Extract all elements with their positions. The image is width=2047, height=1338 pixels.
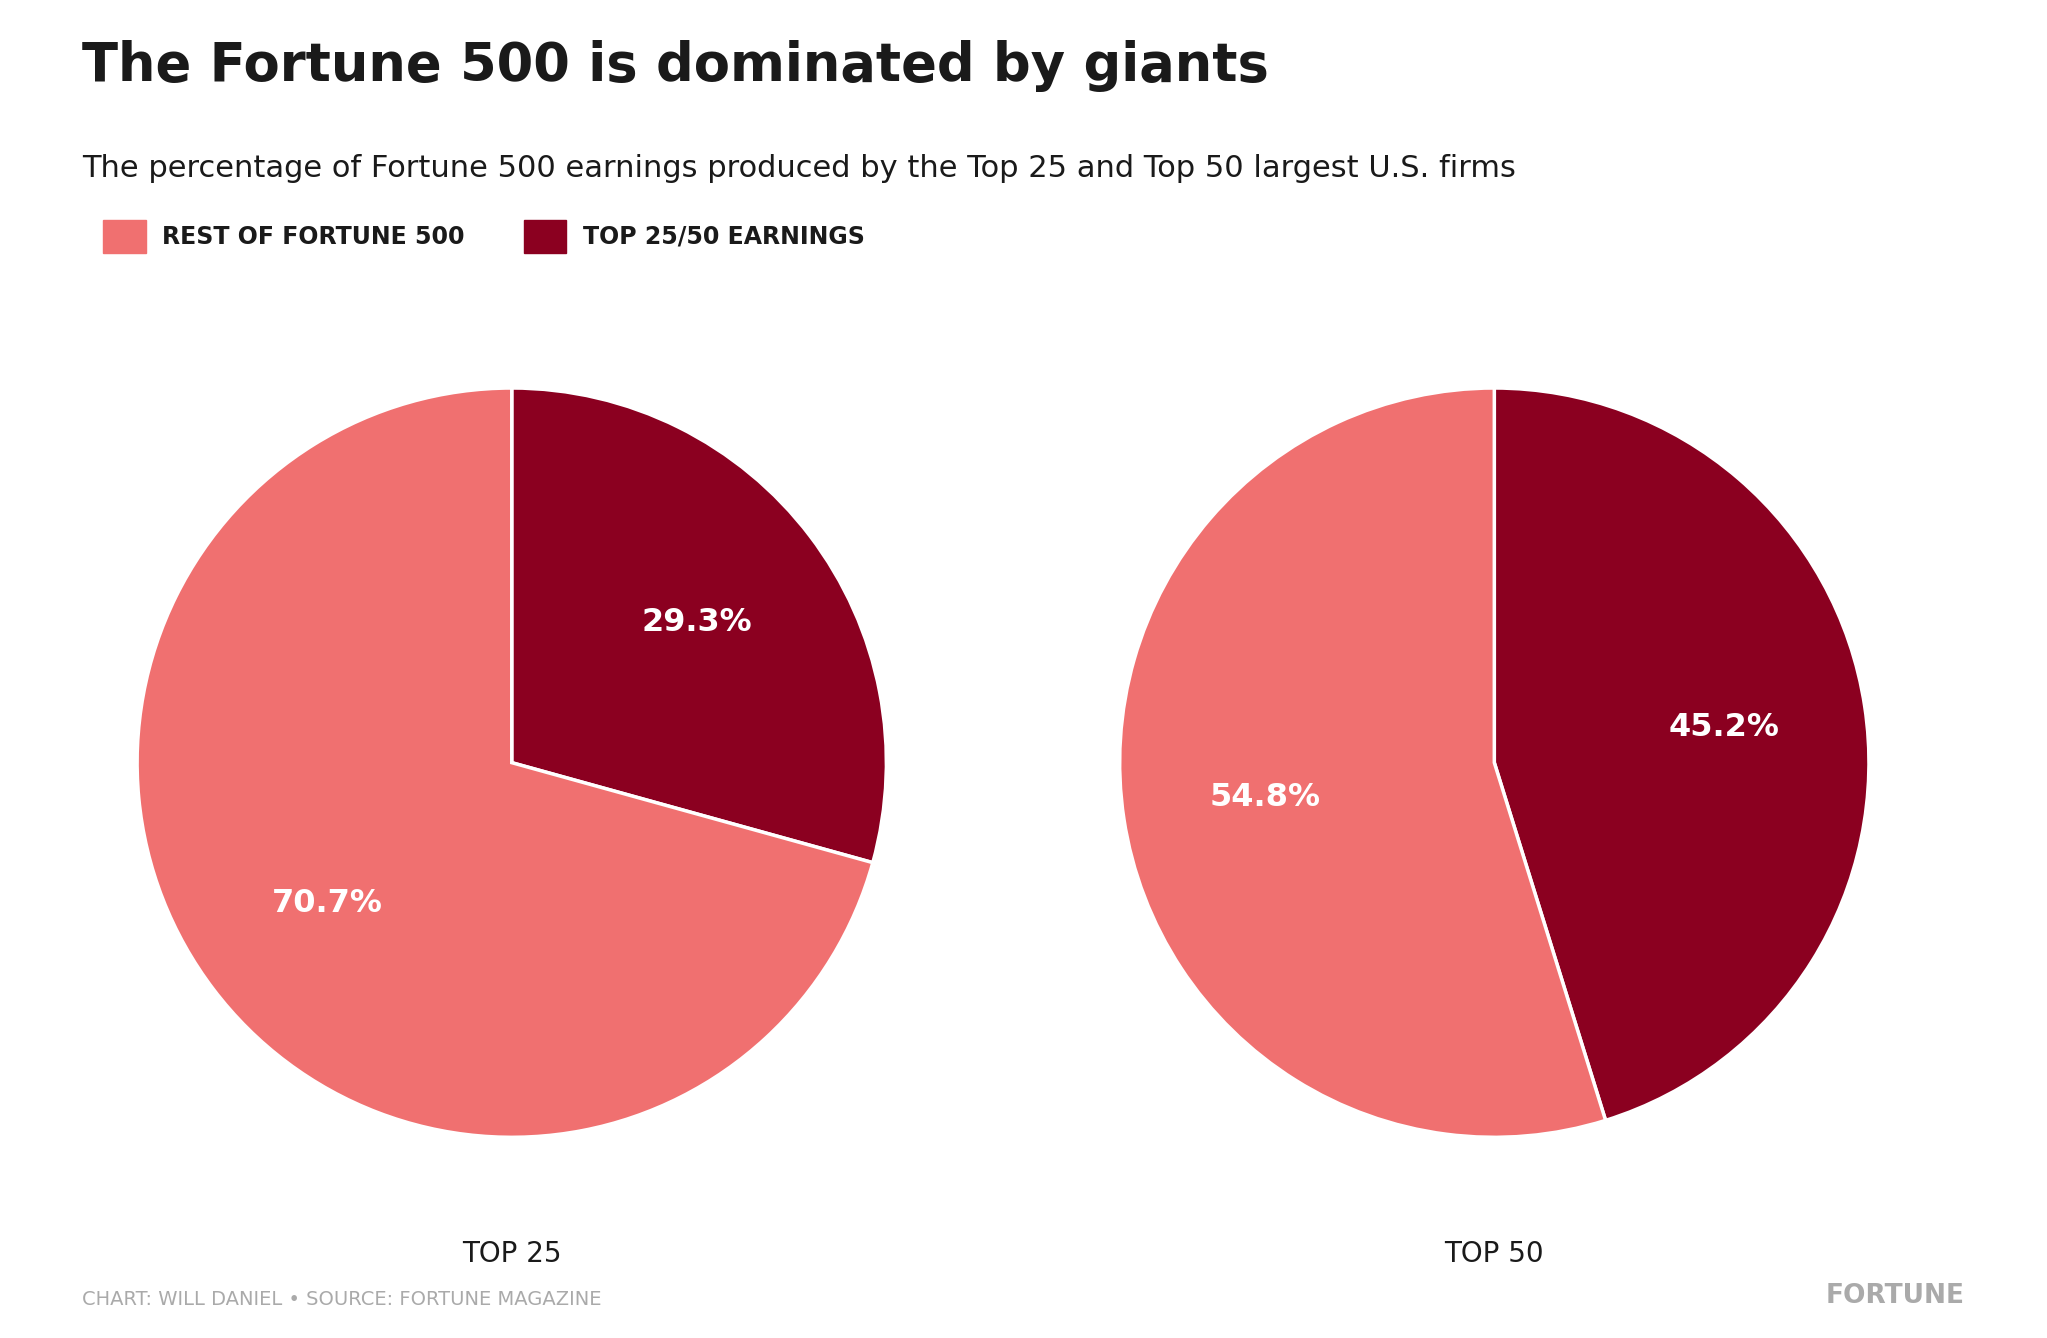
Title: TOP 25: TOP 25 <box>463 1240 561 1268</box>
Wedge shape <box>137 388 872 1137</box>
Text: The Fortune 500 is dominated by giants: The Fortune 500 is dominated by giants <box>82 40 1269 92</box>
Text: 70.7%: 70.7% <box>272 888 383 919</box>
Wedge shape <box>1120 388 1605 1137</box>
Text: The percentage of Fortune 500 earnings produced by the Top 25 and Top 50 largest: The percentage of Fortune 500 earnings p… <box>82 154 1515 183</box>
Text: CHART: WILL DANIEL • SOURCE: FORTUNE MAGAZINE: CHART: WILL DANIEL • SOURCE: FORTUNE MAG… <box>82 1290 602 1309</box>
Legend: REST OF FORTUNE 500, TOP 25/50 EARNINGS: REST OF FORTUNE 500, TOP 25/50 EARNINGS <box>94 210 874 262</box>
Text: 54.8%: 54.8% <box>1210 781 1320 814</box>
Text: FORTUNE: FORTUNE <box>1826 1283 1965 1309</box>
Text: 29.3%: 29.3% <box>641 606 751 637</box>
Text: 45.2%: 45.2% <box>1668 712 1779 744</box>
Title: TOP 50: TOP 50 <box>1445 1240 1543 1268</box>
Wedge shape <box>1494 388 1869 1120</box>
Wedge shape <box>512 388 886 863</box>
